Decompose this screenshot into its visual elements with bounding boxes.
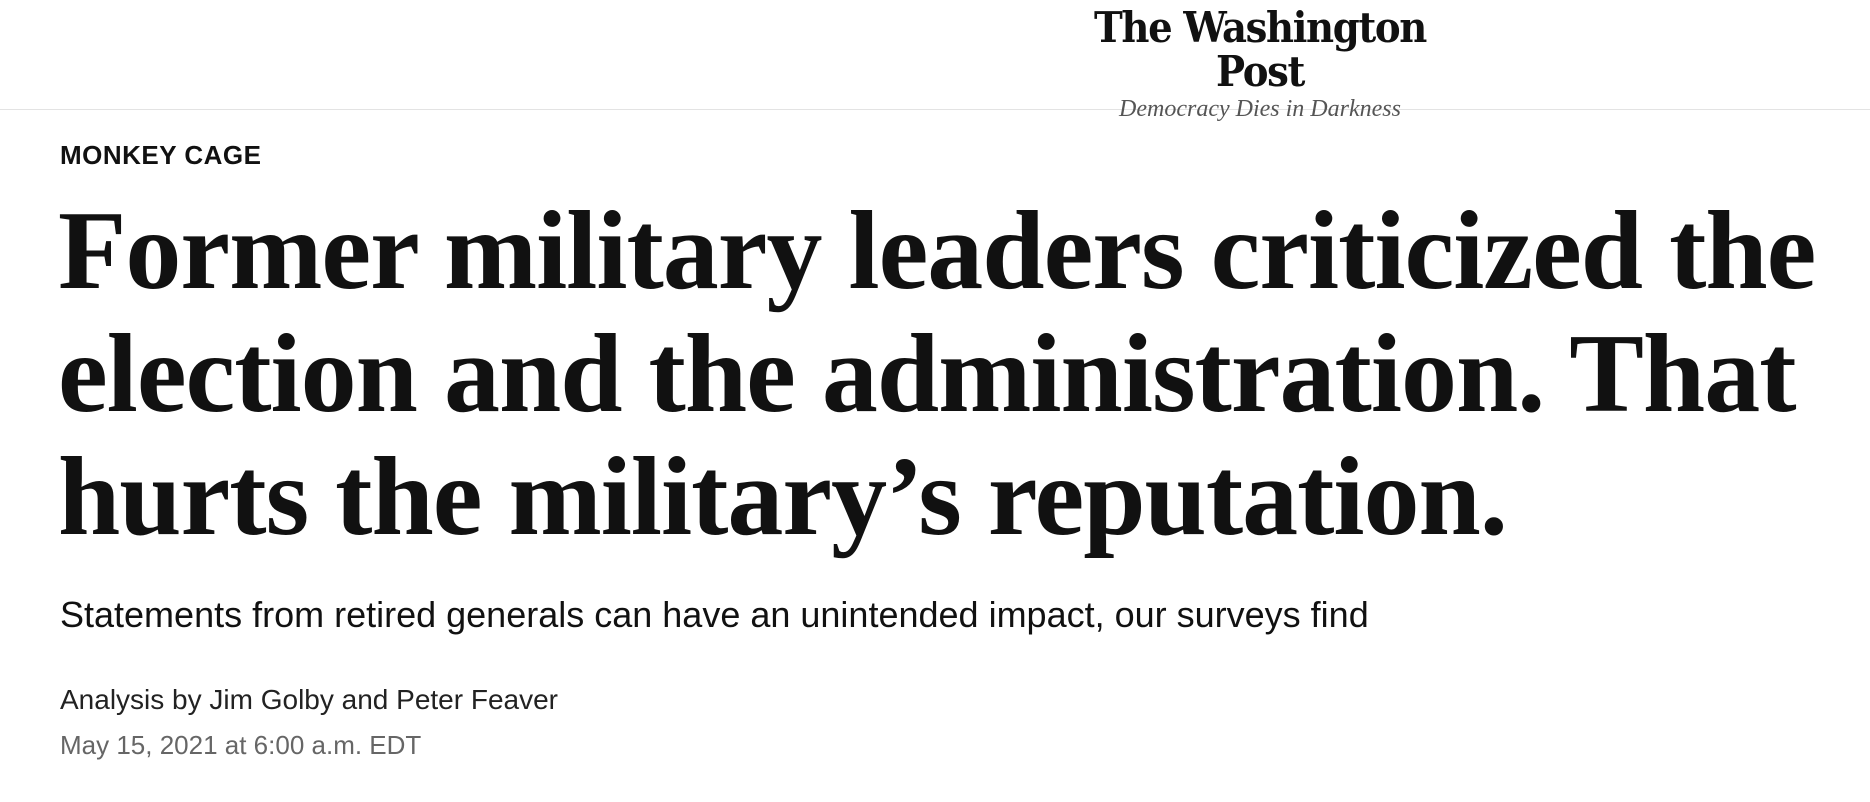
byline: Analysis by Jim Golby and Peter Feaver: [60, 682, 558, 718]
author-link-jim-golby[interactable]: Jim Golby: [209, 684, 334, 715]
washington-post-logo[interactable]: The Washington Post: [1093, 3, 1427, 97]
masthead: The Washington Post Democracy Dies in Da…: [0, 0, 1870, 122]
publish-timestamp: May 15, 2021 at 6:00 a.m. EDT: [60, 730, 422, 760]
author-link-peter-feaver[interactable]: Peter Feaver: [396, 684, 559, 715]
article-subheadline: Statements from retired generals can hav…: [60, 594, 1369, 635]
byline-prefix: Analysis by: [60, 684, 202, 715]
article-headline: Former military leaders criticized the e…: [58, 189, 1816, 559]
section-kicker[interactable]: MONKEY CAGE: [60, 140, 262, 170]
masthead-tagline: Democracy Dies in Darkness: [1119, 96, 1401, 123]
logo-block[interactable]: The Washington Post Democracy Dies in Da…: [1060, 3, 1460, 123]
byline-conjunction: and: [341, 684, 389, 715]
